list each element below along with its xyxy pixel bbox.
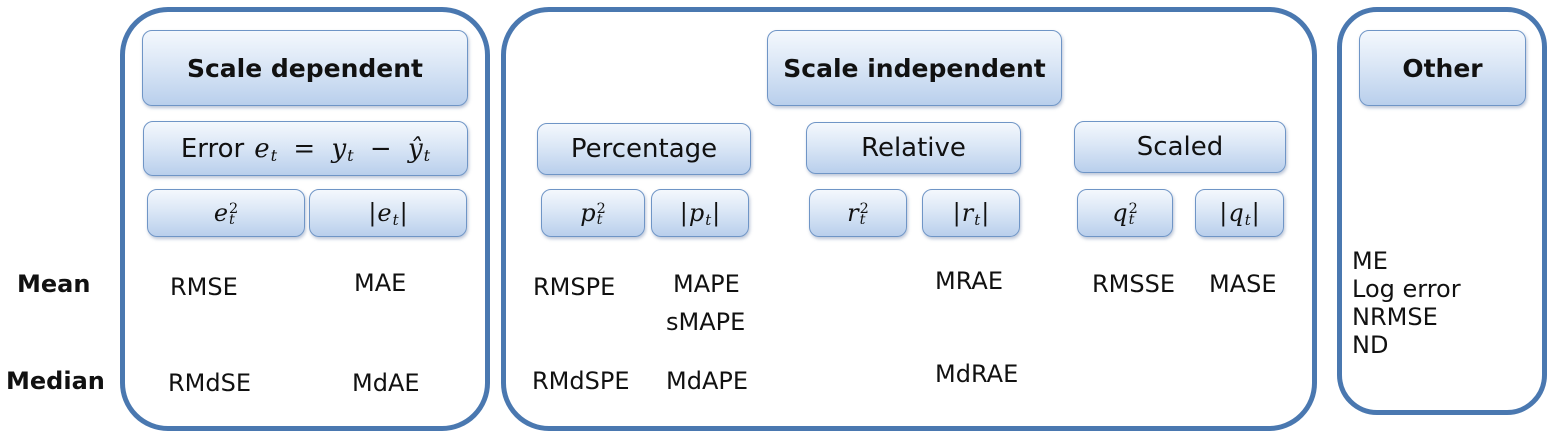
error-definition-box: Error et = yt − ŷt [143,121,468,176]
metric-nrmse: NRMSE [1352,303,1438,331]
other-title: Other [1359,30,1526,106]
error-formula: et = yt − ŷt [254,133,431,166]
leaf-p-abs: |pt| [651,189,749,237]
other-metrics-list: ME Log error NRMSE ND [1352,247,1461,359]
group-relative: Relative [806,122,1021,174]
error-label: Error [180,133,245,164]
metric-nd: ND [1352,331,1389,359]
metric-rmdse: RMdSE [168,369,252,397]
scale-dependent-title: Scale dependent [142,30,468,106]
metric-rmse: RMSE [170,273,238,301]
metric-rmsse: RMSSE [1092,270,1176,298]
scale-independent-title: Scale independent [767,30,1062,106]
row-label-mean: Mean [17,270,91,298]
leaf-e-abs: |et| [309,189,467,237]
group-percentage: Percentage [537,123,751,175]
metric-rmspe: RMSPE [533,273,616,301]
metric-log-error: Log error [1352,275,1461,303]
metric-mape: MAPE [673,270,740,298]
metric-mdrae: MdRAE [935,360,1019,388]
leaf-q-abs: |qt| [1195,189,1284,237]
metric-mrae: MRAE [935,267,1003,295]
metric-mase: MASE [1209,270,1277,298]
metric-rmdspe: RMdSPE [532,367,630,395]
group-scaled: Scaled [1074,121,1286,173]
leaf-r-abs: |rt| [922,189,1020,237]
metric-mdae: MdAE [352,369,420,397]
metric-smape: sMAPE [666,308,746,336]
row-label-median: Median [6,367,105,395]
metric-mae: MAE [354,269,407,297]
metric-mdape: MdAPE [666,367,748,395]
metric-me: ME [1352,247,1388,275]
